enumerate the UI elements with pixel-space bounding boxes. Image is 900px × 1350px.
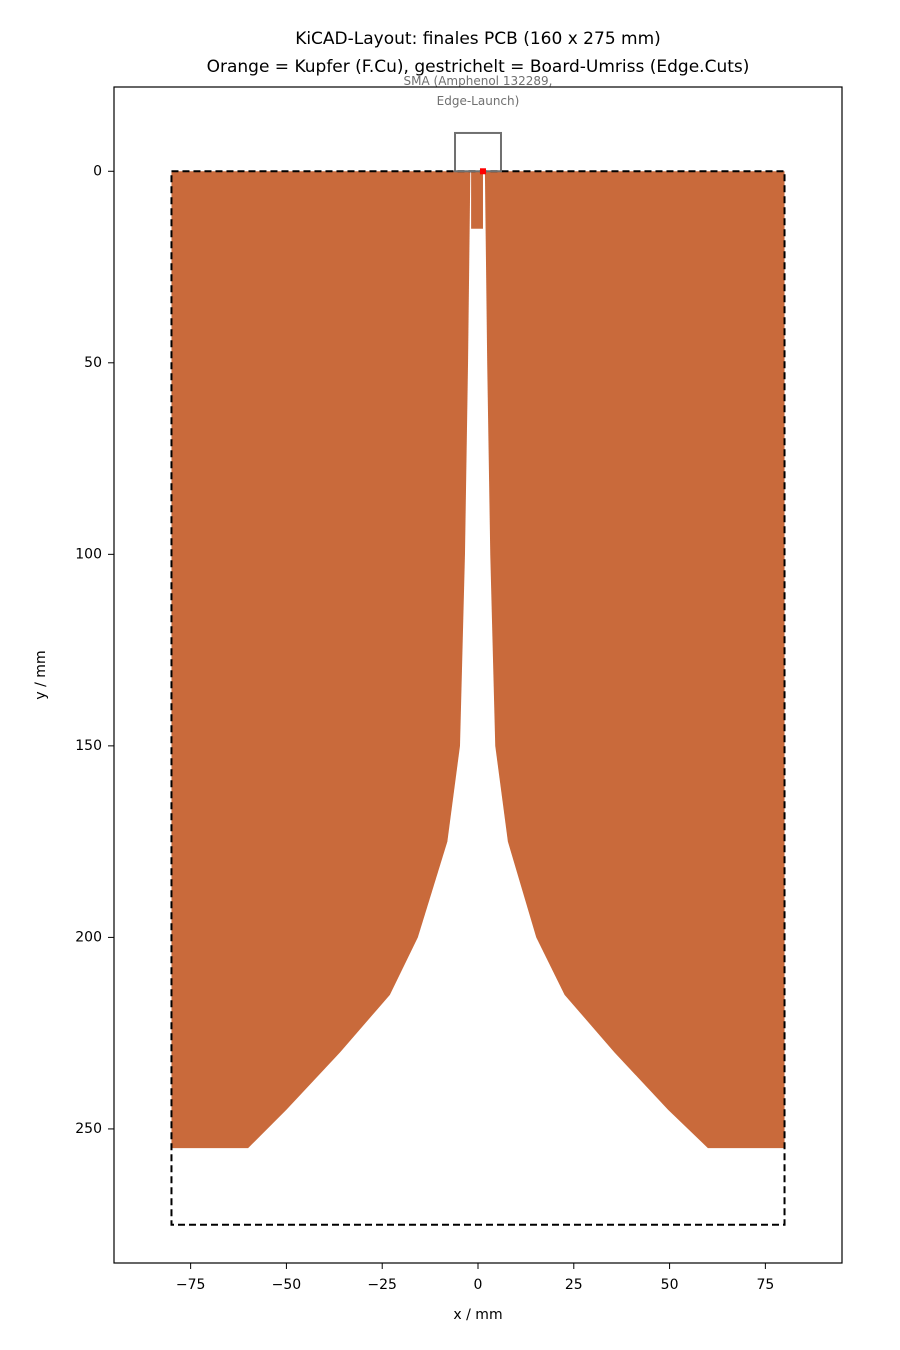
chart-title: KiCAD-Layout: finales PCB (160 x 275 mm) [295, 29, 661, 49]
annotation: SMA (Amphenol 132289, [404, 74, 553, 88]
copper-area [484, 171, 785, 1149]
y-axis-label: y / mm [33, 650, 49, 699]
y-tick-label: 50 [84, 355, 102, 371]
x-tick-label: −75 [176, 1277, 206, 1293]
y-tick-label: 250 [75, 1121, 102, 1137]
x-tick-label: 75 [756, 1277, 774, 1293]
copper-area [171, 171, 471, 1149]
connector-outline [454, 131, 502, 173]
y-tick-label: 0 [93, 163, 102, 179]
x-tick-label: 25 [565, 1277, 583, 1293]
feed-point [479, 168, 486, 175]
y-tick-label: 150 [75, 738, 102, 754]
x-tick-label: −50 [272, 1277, 302, 1293]
x-tick-label: 50 [661, 1277, 679, 1293]
feed-strip [471, 171, 483, 229]
y-tick-label: 100 [75, 546, 102, 562]
x-tick-label: −25 [367, 1277, 397, 1293]
annotation: Edge-Launch) [437, 94, 520, 108]
x-tick-label: 0 [474, 1277, 483, 1293]
board-outline [170, 170, 786, 1226]
chart-subtitle: Orange = Kupfer (F.Cu), gestrichelt = Bo… [207, 57, 750, 77]
x-axis-label: x / mm [453, 1307, 502, 1323]
y-tick-label: 200 [75, 929, 102, 945]
